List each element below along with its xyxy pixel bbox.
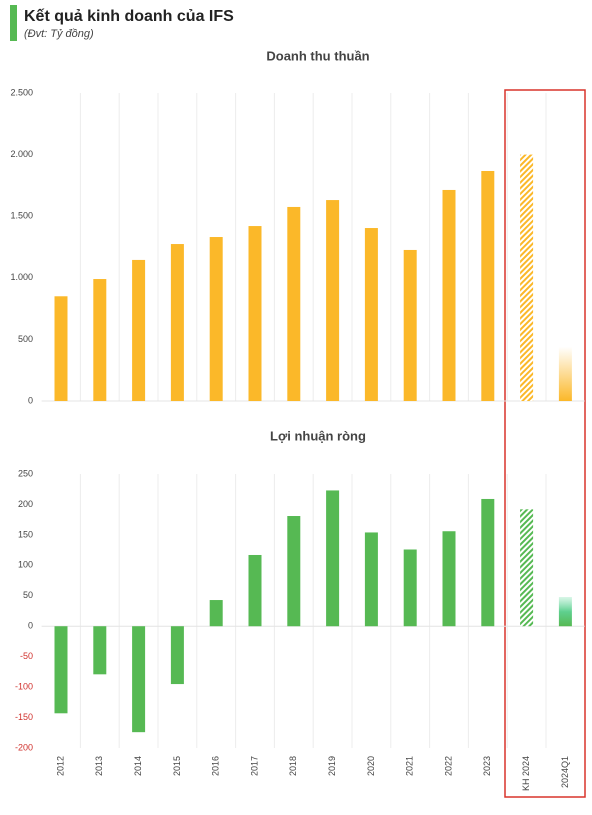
y-tick-label: -200	[15, 742, 33, 752]
bar	[558, 596, 572, 627]
x-tick-label: 2018	[288, 756, 298, 776]
bar	[442, 189, 456, 401]
x-tick-label: 2024Q1	[560, 756, 570, 788]
y-tick-label: -50	[20, 651, 33, 661]
page-subtitle: (Đvt: Tỷ đồng)	[24, 28, 94, 40]
x-tick-label: KH 2024	[521, 756, 531, 791]
y-tick-label: 200	[18, 499, 33, 509]
y-tick-label: 1.500	[10, 211, 33, 221]
bar	[403, 249, 417, 401]
y-tick-label: 1.000	[10, 272, 33, 282]
bar	[54, 296, 68, 401]
x-tick-label: 2013	[94, 756, 104, 776]
chart-title: Lợi nhuận ròng	[270, 428, 366, 443]
x-tick-label: 2020	[366, 756, 376, 776]
header-accent	[10, 5, 17, 41]
x-tick-label: 2014	[133, 756, 143, 776]
bar	[481, 498, 495, 627]
bar	[54, 626, 68, 714]
bar	[520, 154, 534, 401]
bar	[520, 509, 534, 627]
bar	[170, 244, 184, 401]
x-tick-label: 2022	[443, 756, 453, 776]
x-tick-label: 2016	[211, 756, 221, 776]
bar	[132, 259, 146, 401]
page-title: Kết quả kinh doanh của IFS	[24, 8, 234, 25]
bar	[326, 200, 340, 401]
x-tick-label: 2019	[327, 756, 337, 776]
bar	[287, 516, 301, 627]
bar	[248, 554, 262, 627]
bar	[287, 206, 301, 401]
chart-title: Doanh thu thuần	[266, 48, 369, 63]
bar	[558, 346, 572, 401]
y-tick-label: 100	[18, 560, 33, 570]
bar	[364, 228, 378, 401]
y-tick-label: 2.500	[10, 87, 33, 97]
y-tick-label: 500	[18, 334, 33, 344]
x-tick-label: 2012	[55, 756, 65, 776]
y-tick-label: 50	[23, 590, 33, 600]
bar	[248, 226, 262, 401]
x-tick-label: 2015	[172, 756, 182, 776]
bar	[364, 532, 378, 627]
x-tick-label: 2023	[482, 756, 492, 776]
bar	[132, 626, 146, 733]
bar	[93, 279, 107, 401]
bar	[442, 531, 456, 627]
highlight-box	[504, 89, 586, 798]
y-tick-label: 0	[28, 621, 33, 631]
bar	[209, 237, 223, 401]
y-tick-label: 250	[18, 468, 33, 478]
y-tick-label: -100	[15, 681, 33, 691]
y-tick-label: -150	[15, 712, 33, 722]
bar	[403, 549, 417, 627]
bar	[481, 170, 495, 401]
x-tick-label: 2021	[405, 756, 415, 776]
y-tick-label: 0	[28, 395, 33, 405]
bar	[170, 626, 184, 685]
x-tick-label: 2017	[249, 756, 259, 776]
bar	[209, 600, 223, 627]
y-tick-label: 150	[18, 529, 33, 539]
bar	[93, 626, 107, 675]
bar	[326, 490, 340, 627]
y-tick-label: 2.000	[10, 149, 33, 159]
